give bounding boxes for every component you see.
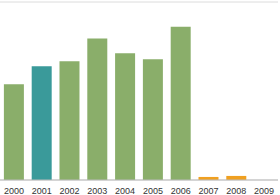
svg-text:2004: 2004 xyxy=(115,186,135,195)
svg-text:2006: 2006 xyxy=(171,186,191,195)
svg-text:2001: 2001 xyxy=(32,186,52,195)
svg-text:2002: 2002 xyxy=(59,186,79,195)
svg-text:2000: 2000 xyxy=(8,186,24,195)
svg-text:2005: 2005 xyxy=(143,186,163,195)
svg-text:2007: 2007 xyxy=(198,186,218,195)
svg-text:2009: 2009 xyxy=(254,186,272,195)
svg-text:2008: 2008 xyxy=(226,186,246,195)
svg-text:2003: 2003 xyxy=(87,186,107,195)
